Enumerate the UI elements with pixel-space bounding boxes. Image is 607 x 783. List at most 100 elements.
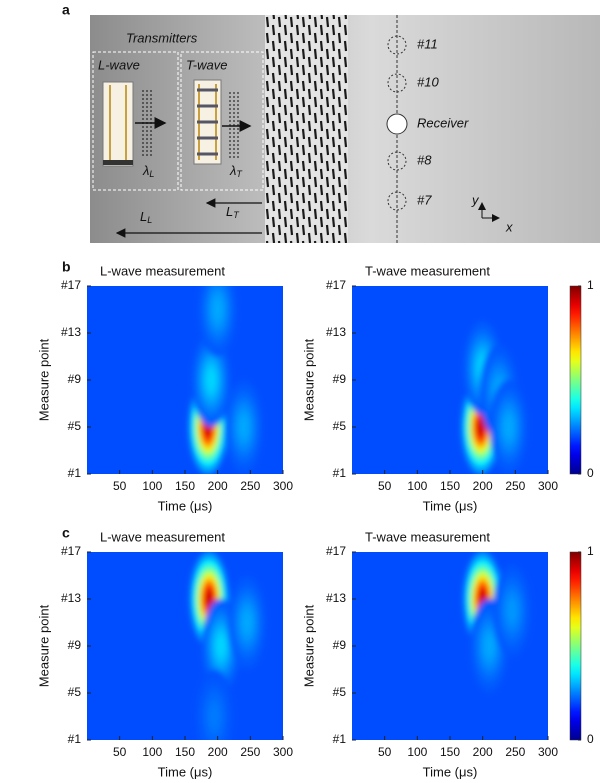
x-tick-label: 300 — [273, 745, 293, 759]
heat-peak — [216, 635, 226, 657]
point-label: #11 — [417, 36, 438, 51]
x-tick-label: 50 — [378, 479, 392, 493]
l-device — [102, 81, 134, 167]
panel-label: c — [62, 525, 70, 541]
x-tick-label: 150 — [175, 745, 195, 759]
colorbar — [569, 551, 582, 741]
lambda-label: λT — [229, 163, 243, 179]
x-tick-label: 200 — [208, 479, 228, 493]
heat-peak — [213, 299, 222, 320]
axis-label: y — [471, 192, 480, 207]
point-label: #8 — [417, 152, 432, 167]
x-axis-label: Time (μs) — [423, 498, 478, 513]
t-wave-label: T-wave — [186, 57, 227, 72]
x-tick-label: 150 — [440, 479, 460, 493]
y-axis-label: Measure point — [301, 604, 316, 687]
measure-point — [387, 191, 407, 211]
heatmap — [352, 552, 548, 740]
symbol: L — [140, 209, 147, 224]
x-tick-label: 150 — [175, 479, 195, 493]
x-tick-label: 100 — [407, 479, 427, 493]
chart-title: T-wave measurement — [365, 263, 490, 278]
y-tick-label: #1 — [68, 466, 82, 480]
y-tick-label: #1 — [68, 732, 82, 746]
symbol: λ — [142, 163, 149, 178]
heat-peak — [239, 416, 248, 438]
y-tick-label: #5 — [68, 685, 82, 699]
peaks — [461, 321, 529, 474]
x-axis-label: Time (μs) — [158, 498, 213, 513]
x-tick-label: 50 — [113, 479, 127, 493]
metasurface — [265, 15, 348, 243]
axis-label: x — [505, 219, 513, 234]
x-tick-label: 250 — [505, 745, 525, 759]
y-tick-label: #9 — [333, 638, 347, 652]
subscript: L — [149, 169, 154, 179]
measure-point — [387, 151, 407, 171]
x-tick-label: 300 — [538, 479, 558, 493]
heat-peak — [485, 635, 494, 657]
transmitters-label: Transmitters — [126, 30, 198, 45]
x-tick-label: 250 — [505, 479, 525, 493]
y-tick-label: #17 — [326, 544, 346, 558]
x-tick-label: 250 — [240, 745, 260, 759]
colorbar — [569, 285, 582, 475]
panel-label: b — [62, 259, 71, 275]
y-tick-label: #5 — [333, 685, 347, 699]
point-label: #7 — [417, 192, 432, 207]
receiver — [386, 113, 408, 135]
point-label: Receiver — [417, 115, 469, 130]
y-axis-label: Measure point — [36, 604, 51, 687]
length-label: LT — [226, 204, 240, 220]
point-label: #10 — [417, 74, 439, 89]
heat-peak — [476, 416, 485, 438]
heatmap — [87, 552, 283, 740]
colorbar-tick-label: 0 — [587, 466, 594, 480]
y-tick-label: #17 — [61, 544, 81, 558]
heatmap — [352, 286, 548, 474]
x-tick-label: 150 — [440, 745, 460, 759]
panel-label: a — [62, 2, 70, 18]
y-tick-label: #5 — [333, 419, 347, 433]
lambda-label: λL — [142, 163, 154, 179]
t-device — [193, 79, 222, 165]
heat-peak — [242, 612, 252, 633]
x-tick-label: 300 — [273, 479, 293, 493]
length-label: LL — [140, 209, 152, 225]
y-tick-label: #13 — [61, 591, 81, 605]
y-tick-label: #1 — [333, 732, 347, 746]
x-tick-label: 100 — [407, 745, 427, 759]
y-axis-label: Measure point — [36, 338, 51, 421]
peaks — [463, 552, 532, 694]
y-tick-label: #13 — [61, 325, 81, 339]
x-tick-label: 100 — [142, 479, 162, 493]
chart-title: L-wave measurement — [100, 529, 225, 544]
x-tick-label: 50 — [113, 745, 127, 759]
colorbar-tick-label: 0 — [587, 732, 594, 746]
x-tick-label: 200 — [473, 745, 493, 759]
x-tick-label: 200 — [473, 479, 493, 493]
subscript: T — [233, 210, 240, 220]
y-tick-label: #9 — [333, 372, 347, 386]
x-axis-label: Time (μs) — [158, 764, 213, 779]
y-tick-label: #1 — [333, 466, 347, 480]
peaks — [189, 552, 267, 740]
heatmap — [87, 286, 283, 474]
chart-title: T-wave measurement — [365, 529, 490, 544]
y-axis-label: Measure point — [301, 338, 316, 421]
symbol: L — [226, 204, 233, 219]
colorbar-tick-label: 1 — [587, 278, 594, 292]
heat-peak — [507, 600, 517, 621]
colorbar-tick-label: 1 — [587, 544, 594, 558]
heat-peak — [207, 369, 216, 391]
measure-point — [387, 35, 407, 55]
heat-peak — [210, 706, 219, 727]
transmitter-box — [180, 51, 264, 191]
x-axis-label: Time (μs) — [423, 764, 478, 779]
peaks — [188, 286, 264, 474]
diagram: Transmitters L-wave T-wave λL λT LT LL — [90, 15, 600, 243]
heat-peak — [205, 588, 214, 610]
x-tick-label: 250 — [240, 479, 260, 493]
